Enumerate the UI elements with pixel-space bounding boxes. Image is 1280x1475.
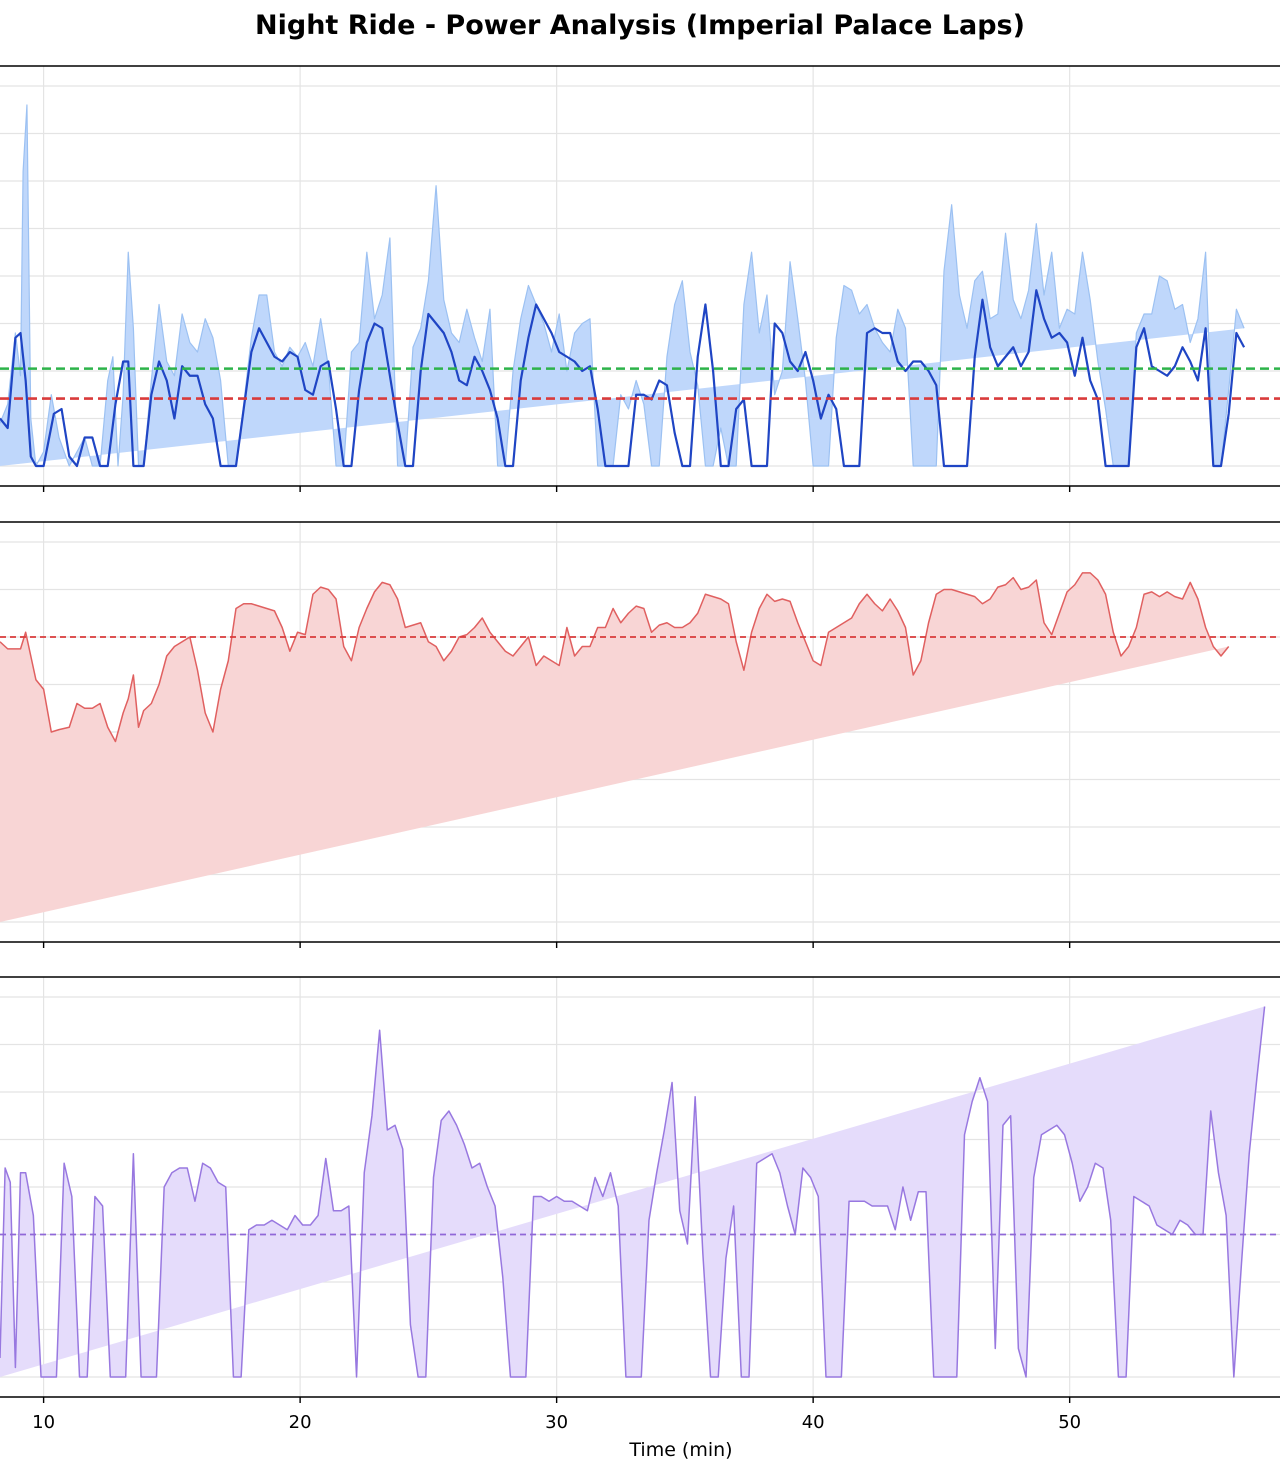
power-smoothed-line <box>0 289 1246 468</box>
power-area <box>0 105 1245 466</box>
heart-rate-area <box>0 572 1229 922</box>
heart-rate-panel <box>0 521 1280 948</box>
cadence-line <box>0 1006 1266 1378</box>
x-tick-label: 50 <box>1058 1412 1081 1433</box>
x-tick-label: 30 <box>545 1412 568 1433</box>
chart-title: Night Ride - Power Analysis (Imperial Pa… <box>255 10 1025 41</box>
cadence-area <box>0 1006 1265 1377</box>
cadence-panel <box>0 976 1280 1403</box>
x-axis: 10 20 30 40 50 <box>32 1412 1081 1433</box>
heart-rate-line <box>0 572 1230 743</box>
power-panel <box>0 65 1280 492</box>
x-tick-label: 10 <box>32 1412 55 1433</box>
x-tick-label: 40 <box>802 1412 825 1433</box>
x-tick-label: 20 <box>289 1412 312 1433</box>
x-axis-label: Time (min) <box>628 1439 732 1461</box>
